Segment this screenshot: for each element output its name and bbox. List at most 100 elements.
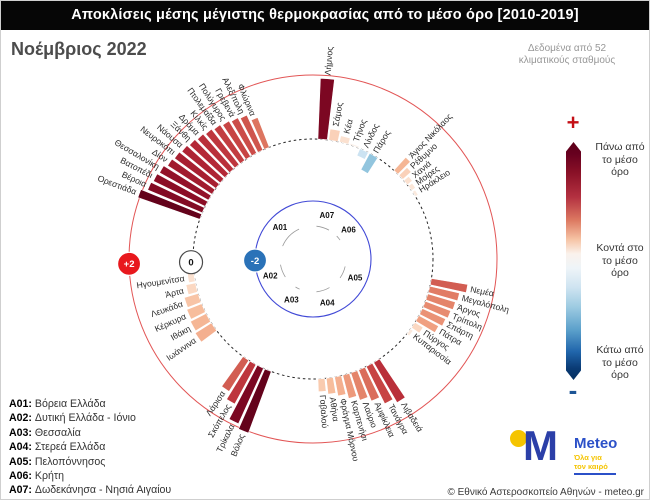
station-bar xyxy=(325,376,337,395)
scale-plus-sign: + xyxy=(566,110,580,135)
region-code: A04: xyxy=(9,441,35,454)
region-legend-item: A05: Πελοπόννησος xyxy=(9,455,171,469)
station-bar xyxy=(429,278,469,294)
station-bar xyxy=(338,135,351,145)
region-arc xyxy=(282,228,300,247)
station-bar xyxy=(406,328,414,337)
region-arc xyxy=(280,264,286,278)
station-bar xyxy=(393,156,411,175)
station-bar xyxy=(317,78,335,141)
station-bar xyxy=(137,189,203,220)
period-label: Νοέμβριος 2022 xyxy=(11,39,147,59)
region-arc xyxy=(295,286,300,290)
region-arc xyxy=(316,225,330,231)
station-bar xyxy=(398,167,412,180)
station-bar xyxy=(221,356,250,392)
page-title: Αποκλίσεις μέσης μέγιστης θερμοκρασίας α… xyxy=(1,1,649,30)
region-code: A01: xyxy=(9,398,35,410)
region-legend-item: A03: Θεσσαλία xyxy=(9,426,171,440)
zero-ring-dashed xyxy=(192,138,434,380)
station-bar xyxy=(411,321,424,334)
station-label: Λήμνος xyxy=(322,46,334,75)
station-bar xyxy=(373,358,406,404)
scale-minus-sign: - xyxy=(568,375,578,405)
region-name: Στερεά Ελλάδα xyxy=(34,441,106,454)
copyright-line: © Εθνικό Αστεροσκοπείο Αθηνών - meteo.gr xyxy=(447,487,644,498)
station-bar xyxy=(226,360,257,405)
scale-marker xyxy=(116,251,142,276)
station-bar xyxy=(415,315,440,334)
region-code-label: A07 xyxy=(319,211,334,220)
region-code: A07: xyxy=(9,484,35,497)
station-bar xyxy=(334,375,347,397)
station-label: Γαβαλού xyxy=(318,395,330,429)
station-bar xyxy=(181,145,225,184)
inner-ring-minus2 xyxy=(254,200,372,318)
station-bar xyxy=(412,189,419,197)
logo-tagline: Όλα για τον καιρό xyxy=(574,453,608,471)
station-label: Άρτα xyxy=(164,286,185,300)
region-code-label: A01 xyxy=(273,223,288,232)
scale-marker xyxy=(242,248,268,273)
scale-marker-label: 0 xyxy=(188,258,193,269)
scale-label-above: Πάνω από το μέσο όρο xyxy=(595,141,645,178)
logo-yellow-dot-icon xyxy=(510,430,527,447)
station-bar xyxy=(356,148,369,160)
region-code: A06: xyxy=(9,470,35,483)
region-name: Κρήτη xyxy=(34,470,64,483)
station-bar xyxy=(407,182,416,192)
meteo-logo: M Meteo Όλα για τον καιρό xyxy=(504,422,649,481)
station-bar xyxy=(167,158,216,195)
region-code: A05: xyxy=(9,455,35,468)
region-code-label: A06 xyxy=(341,226,356,235)
station-bar xyxy=(239,114,264,153)
region-name: Βόρεια Ελλάδα xyxy=(34,398,106,410)
station-bar xyxy=(147,181,205,214)
region-code: A02: xyxy=(9,412,35,425)
station-bar xyxy=(349,142,360,149)
station-bar xyxy=(194,322,218,343)
station-bar xyxy=(213,124,246,164)
region-code-label: A03 xyxy=(284,295,299,304)
logo-brand-text: Meteo xyxy=(574,435,618,452)
station-bar xyxy=(427,285,460,302)
scale-label-below: Κάτω από το μέσο όρο xyxy=(596,344,644,381)
station-bar xyxy=(360,152,379,175)
region-arc xyxy=(316,287,330,293)
station-bar xyxy=(238,368,272,434)
region-arc xyxy=(339,266,346,279)
station-label: Ιωάννινα xyxy=(164,335,198,362)
logo-rule xyxy=(574,473,616,475)
region-legend-item: A04: Στερεά Ελλάδα xyxy=(9,440,171,454)
station-label: Σάμος xyxy=(331,102,345,128)
region-name: Πελοπόννησος xyxy=(34,455,106,468)
region-legend-item: A01: Βόρεια Ελλάδα xyxy=(9,397,171,411)
station-bar xyxy=(222,120,251,160)
station-count-note: Δεδομένα από 52 κλιματικούς σταθμούς xyxy=(518,43,616,66)
region-code-label: A05 xyxy=(348,274,363,283)
scale-label-near: Κοντά στο το μέσο όρο xyxy=(596,242,644,279)
region-arc xyxy=(336,235,341,241)
station-label: Νεμέα xyxy=(470,284,495,298)
region-name: Δωδεκάνησα - Νησιά Αιγαίου xyxy=(34,484,172,497)
station-bar xyxy=(186,303,206,320)
station-bar xyxy=(205,128,240,169)
station-bar xyxy=(197,133,235,174)
region-code: A03: xyxy=(9,426,35,439)
station-bar xyxy=(190,313,212,332)
region-code-label: A04 xyxy=(320,299,335,308)
station-bar xyxy=(350,370,369,401)
station-bar xyxy=(317,378,327,393)
region-name: Θεσσαλία xyxy=(34,426,81,439)
station-bar xyxy=(174,151,220,189)
station-label: Κέα xyxy=(341,118,354,135)
region-legend-item: A02: Δυτική Ελλάδα - Ιόνιο xyxy=(9,411,171,425)
region-legend-item: A07: Δωδεκάνησα - Νησιά Αιγαίου xyxy=(9,483,171,497)
station-bar xyxy=(328,128,341,142)
station-bar xyxy=(365,362,394,405)
station-bar xyxy=(403,175,413,186)
station-bar xyxy=(422,300,452,319)
region-code-label: A02 xyxy=(263,272,278,281)
